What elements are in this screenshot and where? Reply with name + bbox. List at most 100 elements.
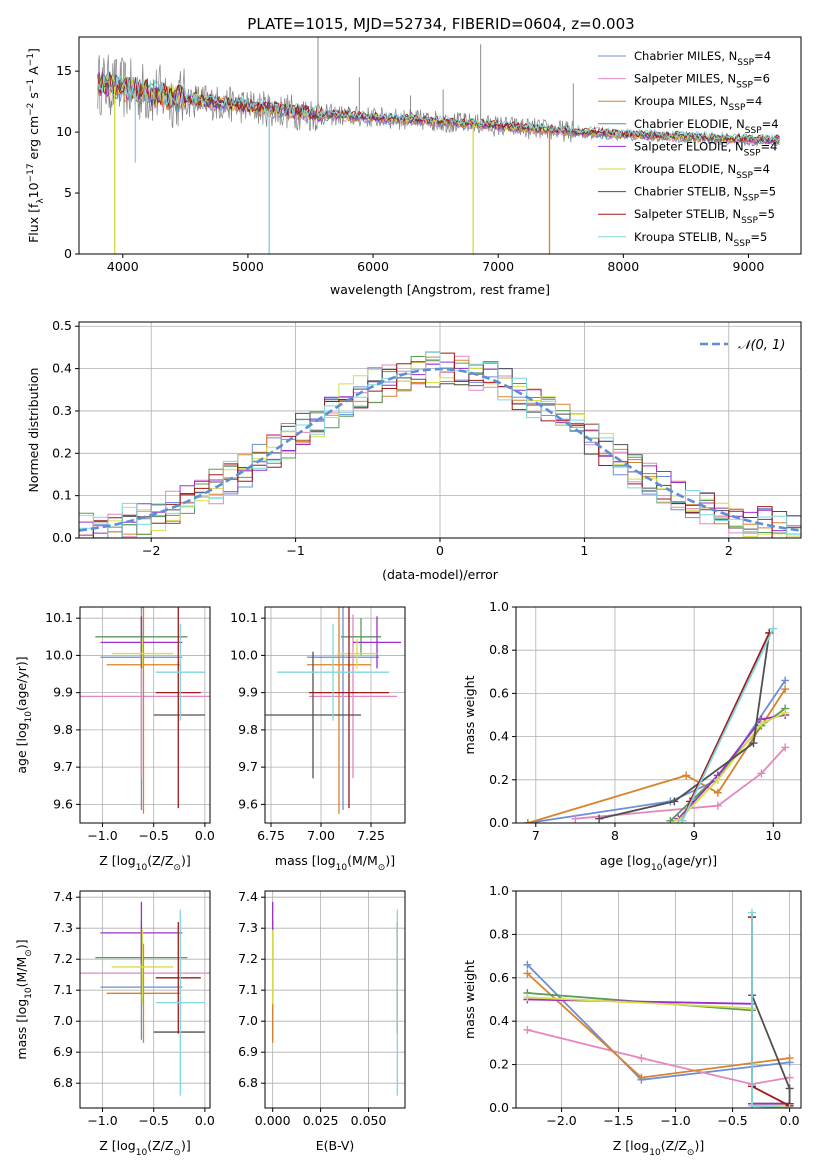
mass-vs-metallicity-panel: −1.0 −0.5 0.0 6.8 6.9 7.0 7.1 7.2 7.3 7.4 Z [log10… xyxy=(14,889,215,1158)
x-axis-label: E(B-V) xyxy=(316,1138,355,1153)
spectrum-legend: Chabrier MILES, NSSP=4 Salpeter MILES, NS… xyxy=(598,49,779,249)
weight-line-salpeter-miles xyxy=(575,746,786,820)
y-tick-label: 9.9 xyxy=(53,685,73,700)
y-tick-label: 9.8 xyxy=(53,722,73,737)
x-tick-label: −1.0 xyxy=(87,1113,117,1128)
residual-histogram-panel: −2 −1 0 1 2 0.0 0.1 0.2 0.3 0.4 0.5 𝒩(0, 1) (data-mo… xyxy=(26,318,802,582)
y-tick-label: 0.4 xyxy=(489,1013,509,1028)
x-tick-label: 7.25 xyxy=(357,828,385,843)
y-axis-label: age [log10(age/yr)] xyxy=(14,656,34,773)
weight-marker xyxy=(757,719,766,728)
x-tick-label: 9000 xyxy=(733,259,765,274)
plot-area xyxy=(523,908,794,1108)
weight-line-kroupa-elodie xyxy=(527,996,790,1107)
y-tick-label: 0.5 xyxy=(52,318,72,333)
y-tick-label: 0.3 xyxy=(52,403,72,418)
y-tick-label: 7.1 xyxy=(53,982,73,997)
weight-marker xyxy=(571,814,580,823)
plot-area xyxy=(80,901,210,1096)
weight-marker xyxy=(523,819,532,823)
weight-marker xyxy=(713,788,722,797)
x-tick-label: 6000 xyxy=(357,259,389,274)
age-vs-metallicity-panel: −1.0 −0.5 0.0 9.6 9.7 9.8 9.9 10.0 10.1 Z [log10(… xyxy=(14,606,215,873)
weight-line-salpeter-elodie xyxy=(677,714,786,820)
weight-line-kroupa-stelib xyxy=(681,628,775,822)
plot-area xyxy=(265,607,401,814)
y-tick-label: 1.0 xyxy=(489,883,509,898)
y-tick-label: 0.2 xyxy=(489,1057,509,1072)
weight-marker xyxy=(713,775,722,784)
grid xyxy=(265,891,405,1108)
x-tick-label: −2.0 xyxy=(546,1113,576,1128)
plot-area xyxy=(79,351,801,538)
legend-label: 𝒩(0, 1) xyxy=(738,338,785,353)
legend-label: Salpeter ELODIE, NSSP=4 xyxy=(634,139,777,158)
y-tick-label: 9.6 xyxy=(238,796,258,811)
normal-distribution-curve xyxy=(79,367,801,532)
y-tick-label: 6.8 xyxy=(238,1075,258,1090)
axes-frame xyxy=(79,890,211,1109)
x-axis-label: mass [log10(M/M⊙)] xyxy=(275,853,395,873)
weight-marker xyxy=(749,739,758,748)
x-tick-label: 6.75 xyxy=(257,828,285,843)
y-tick-label: 0.0 xyxy=(489,815,509,830)
weight-marker xyxy=(523,1025,532,1034)
weight-line-kroupa-miles xyxy=(527,688,786,823)
weight-marker xyxy=(637,1073,646,1082)
y-tick-label: 10.0 xyxy=(230,647,258,662)
y-tick-label: 15 xyxy=(56,63,72,78)
model-spectrum-kroupa-elodie xyxy=(97,75,780,144)
axes-frame xyxy=(78,36,802,255)
spectrum-panel: 4000 5000 6000 7000 8000 9000 0 5 10 15 wavelength… xyxy=(26,36,802,297)
x-tick-label: −0.5 xyxy=(717,1113,747,1128)
legend-label: Kroupa ELODIE, NSSP=4 xyxy=(634,162,770,181)
x-axis-label: Z [log10(Z/Z⊙)] xyxy=(613,1138,704,1158)
weight-vs-age-panel: 7 8 9 10 0.0 0.2 0.4 0.6 0.8 1.0 age [log10(age/yr… xyxy=(462,599,802,873)
y-tick-label: 9.7 xyxy=(53,759,73,774)
x-tick-label: 0.000 xyxy=(255,1113,291,1128)
axes-frame xyxy=(515,890,802,1109)
x-tick-label: 2 xyxy=(725,543,733,558)
y-tick-label: 0.2 xyxy=(489,772,509,787)
weight-vs-metallicity-panel: −2.0 −1.5 −1.0 −0.5 0.0 0.0 0.2 0.4 0.6 0.8 1.0 Z [… xyxy=(462,883,802,1158)
x-tick-label: 8 xyxy=(611,828,619,843)
y-tick-label: 7.2 xyxy=(238,951,258,966)
x-tick-label: 0.0 xyxy=(780,1113,800,1128)
legend-label: Chabrier STELIB, NSSP=5 xyxy=(634,185,776,204)
y-tick-label: 9.6 xyxy=(53,796,73,811)
model-spectrum-kroupa-stelib xyxy=(97,71,780,142)
axes-frame xyxy=(79,606,211,824)
legend-label: Kroupa MILES, NSSP=4 xyxy=(634,94,762,113)
y-tick-label: 0.4 xyxy=(489,729,509,744)
y-tick-label: 0.0 xyxy=(489,1100,509,1115)
weight-marker xyxy=(670,797,679,806)
y-tick-label: 7.3 xyxy=(53,920,73,935)
y-axis-label: mass weight xyxy=(462,960,477,1039)
x-tick-label: 0 xyxy=(436,543,444,558)
grid xyxy=(80,891,210,1108)
x-tick-label: 0.0 xyxy=(195,828,215,843)
x-axis-label: Z [log10(Z/Z⊙)] xyxy=(99,1138,190,1158)
weight-line-salpeter-elodie xyxy=(527,998,790,1105)
y-tick-label: 1.0 xyxy=(489,599,509,614)
axes-frame xyxy=(264,890,406,1109)
legend-label: Salpeter MILES, NSSP=6 xyxy=(634,72,770,91)
y-tick-label: 9.7 xyxy=(238,759,258,774)
y-axis-label: Normed distribution xyxy=(26,368,41,493)
x-tick-label: 9 xyxy=(690,828,698,843)
histogram-kroupa-stelib xyxy=(79,351,801,538)
weight-marker xyxy=(523,969,532,978)
y-tick-label: 0.2 xyxy=(52,445,72,460)
legend-label: Salpeter STELIB, NSSP=5 xyxy=(634,207,775,226)
x-tick-label: −1.0 xyxy=(660,1113,690,1128)
weight-marker xyxy=(666,816,675,823)
x-tick-label: −1.5 xyxy=(603,1113,633,1128)
x-tick-label: −1.0 xyxy=(87,828,117,843)
x-axis-label: wavelength [Angstrom, rest frame] xyxy=(330,282,550,297)
y-axis-label: mass weight xyxy=(462,675,477,754)
y-tick-label: 0.6 xyxy=(489,685,509,700)
mass-vs-extinction-panel: 0.000 0.025 0.050 6.8 6.9 7.0 7.1 7.2 7.3 7.4 E(B-… xyxy=(238,889,406,1153)
x-axis-label: Z [log10(Z/Z⊙)] xyxy=(99,853,190,873)
x-tick-label: 8000 xyxy=(607,259,639,274)
